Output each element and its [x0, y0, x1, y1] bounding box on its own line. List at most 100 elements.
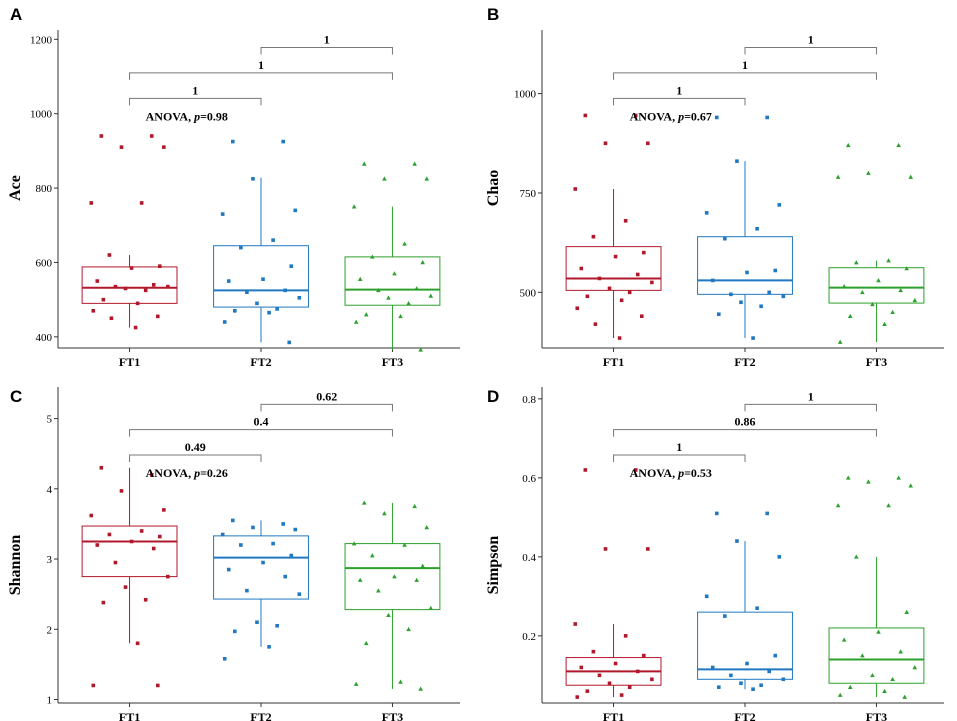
y-tick-label: 600	[36, 257, 53, 269]
data-point	[281, 139, 285, 144]
data-point	[382, 176, 387, 181]
x-tick-label: FT3	[382, 355, 403, 369]
comparison-p-label: 1	[676, 83, 682, 97]
x-tick-label: FT1	[603, 355, 624, 369]
data-point	[635, 272, 640, 277]
box-iqr	[828, 627, 925, 684]
data-point	[135, 641, 140, 646]
data-point	[230, 518, 235, 523]
y-tick-label: 1	[47, 694, 53, 706]
y-tick-label: 0.4	[522, 552, 536, 564]
data-point	[597, 276, 602, 281]
data-point	[398, 679, 403, 684]
data-point	[149, 472, 154, 477]
comparison-bracket	[129, 72, 393, 80]
data-point	[912, 297, 918, 303]
data-point	[870, 672, 875, 678]
data-point	[835, 174, 841, 179]
data-point	[898, 287, 903, 293]
data-point	[261, 277, 265, 281]
data-point	[420, 260, 426, 265]
data-point	[714, 511, 719, 516]
anova-value: =0.67	[684, 110, 712, 124]
y-axis-title: Simpson	[485, 536, 502, 595]
box-iqr	[81, 525, 178, 578]
data-point	[745, 270, 749, 275]
data-point	[392, 574, 397, 579]
data-point	[297, 295, 302, 300]
comparison-p-label: 0.49	[185, 440, 206, 454]
data-point	[143, 288, 148, 293]
data-point	[575, 306, 580, 311]
data-point	[908, 174, 914, 179]
panel-letter: C	[10, 387, 22, 406]
data-point	[573, 622, 578, 626]
comparison-bracket	[129, 429, 393, 437]
x-tick-label: FT2	[250, 355, 271, 369]
data-point	[245, 290, 249, 295]
data-point	[639, 314, 644, 318]
y-tick-label: 1000	[30, 109, 53, 121]
data-point	[635, 669, 640, 674]
panel-letter: B	[487, 5, 499, 24]
data-point	[646, 547, 650, 551]
data-point	[619, 693, 624, 697]
data-point	[418, 686, 423, 691]
x-tick-label: FT3	[866, 710, 887, 721]
data-point	[119, 145, 124, 149]
data-point	[765, 511, 769, 516]
data-point	[281, 522, 285, 526]
data-point	[271, 541, 275, 546]
y-axis-title: Ace	[7, 175, 24, 201]
data-point	[902, 694, 907, 699]
comparison-p-label: 0.86	[735, 415, 756, 429]
comparison-bracket	[129, 97, 262, 106]
comparison-p-label: 0.62	[316, 389, 337, 403]
data-point	[119, 489, 124, 493]
data-point	[402, 542, 407, 547]
data-point	[717, 685, 721, 689]
data-point	[613, 661, 618, 666]
data-point	[886, 258, 891, 263]
data-point	[351, 541, 357, 546]
data-point	[162, 508, 166, 512]
data-point	[233, 629, 237, 634]
data-point	[113, 560, 118, 565]
anova-value: =0.26	[200, 466, 228, 480]
data-point	[739, 681, 743, 686]
data-point	[222, 320, 227, 324]
data-point	[289, 264, 294, 268]
comparison-bracket	[129, 454, 262, 462]
data-point	[882, 688, 887, 693]
comparison-p-label: 1	[192, 83, 198, 97]
x-tick-label: FT2	[734, 710, 755, 721]
data-point	[283, 288, 288, 293]
data-point	[89, 201, 94, 205]
box-iqr	[565, 246, 662, 291]
anova-p-symbol: p	[677, 110, 684, 124]
y-tick-label: 500	[520, 287, 537, 299]
box-iqr	[344, 256, 441, 306]
data-point	[597, 673, 602, 678]
data-point	[99, 134, 104, 138]
data-point	[755, 606, 759, 610]
data-point	[745, 661, 749, 666]
data-point	[619, 298, 624, 303]
data-point	[123, 585, 128, 589]
data-point	[129, 266, 134, 270]
data-point	[220, 532, 225, 537]
data-point	[361, 500, 367, 505]
data-point	[777, 203, 782, 207]
data-point	[351, 204, 357, 209]
data-point	[729, 292, 733, 297]
data-point	[376, 287, 381, 293]
y-tick-label: 3	[47, 554, 53, 566]
data-point	[139, 529, 144, 533]
data-point	[767, 669, 772, 674]
data-point	[297, 592, 302, 596]
data-point	[579, 665, 584, 670]
box-iqr	[697, 611, 793, 680]
comparison-bracket	[744, 46, 877, 55]
anova-value: =0.98	[200, 110, 228, 124]
